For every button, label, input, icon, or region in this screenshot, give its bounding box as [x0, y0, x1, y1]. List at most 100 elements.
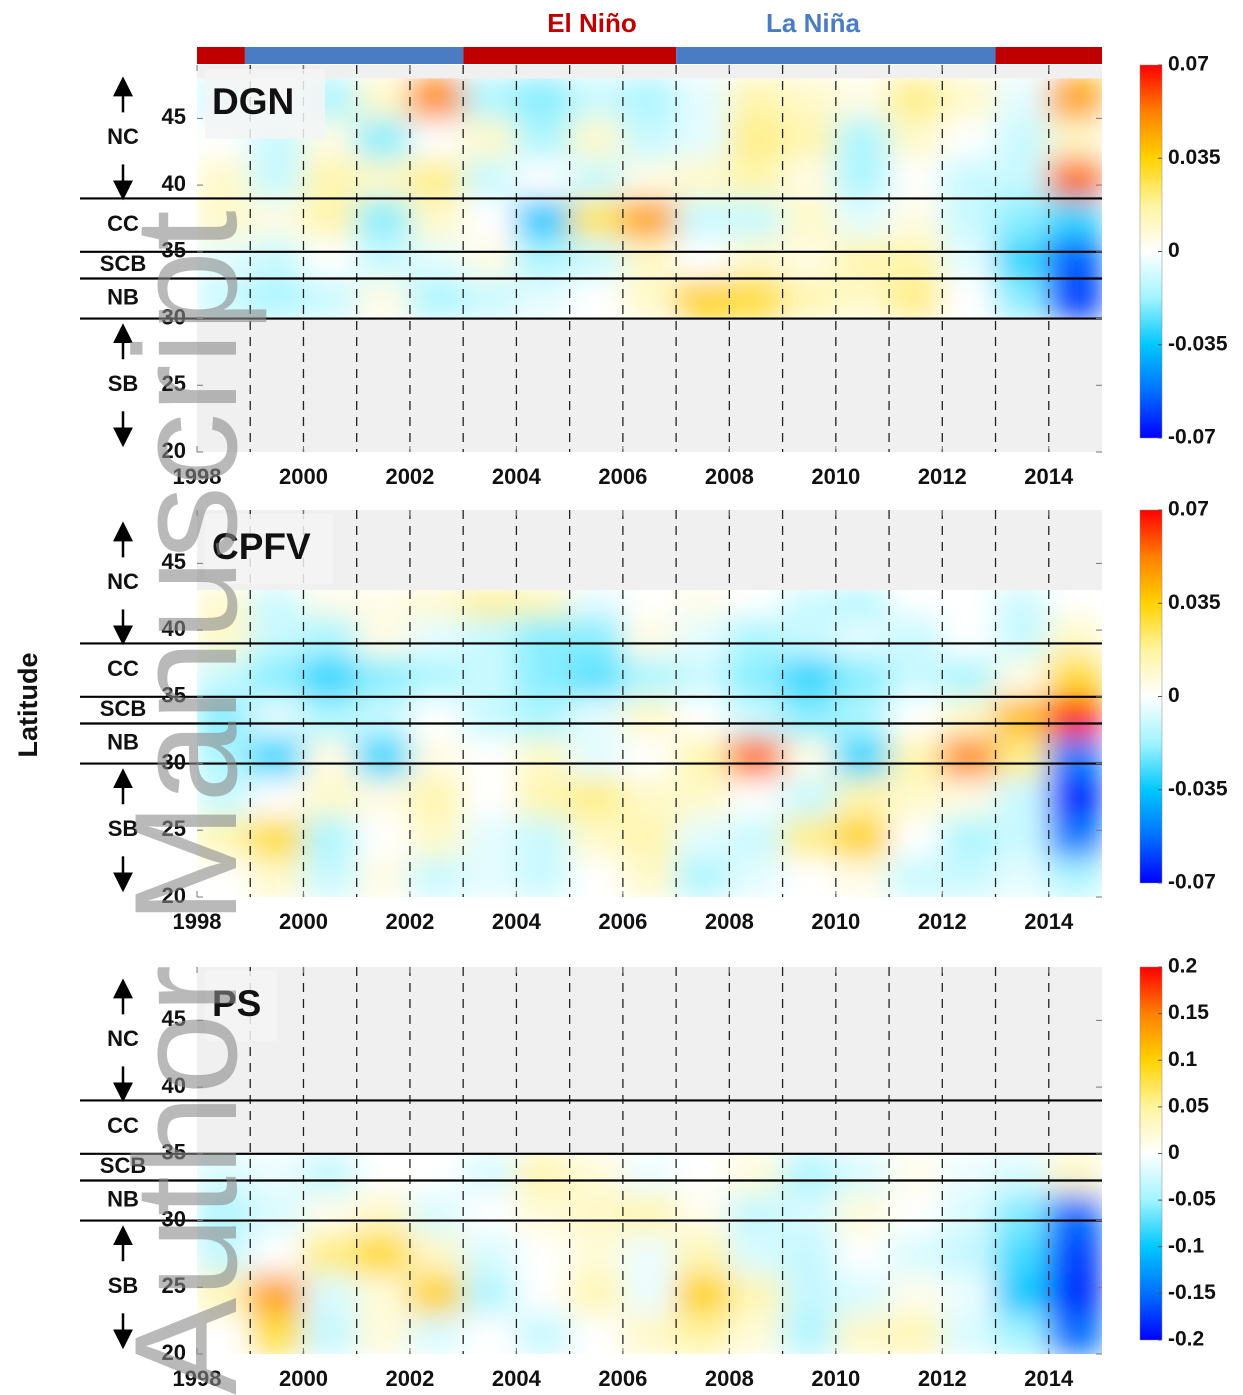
- region-label: SB: [108, 371, 139, 396]
- heatmap-cell: [782, 278, 837, 319]
- heatmap-cell: [1048, 78, 1102, 119]
- heatmap-cell: [622, 117, 677, 159]
- enso-period: [676, 47, 996, 64]
- heatmap-cell: [515, 78, 571, 119]
- heatmap-cell: [835, 197, 890, 239]
- heatmap-cell: [197, 1273, 251, 1315]
- heatmap-cell: [569, 1193, 624, 1235]
- heatmap-cell: [197, 590, 251, 618]
- heatmap-cell: [1048, 696, 1102, 738]
- heatmap-cell: [356, 856, 411, 897]
- heatmap-cell: [782, 1153, 837, 1195]
- heatmap-cell: [675, 1273, 730, 1315]
- region-label: CC: [107, 211, 139, 236]
- heatmap-cell: [197, 656, 251, 698]
- x-tick-label: 2012: [918, 464, 967, 489]
- heatmap-cell: [1048, 1313, 1102, 1355]
- x-tick-label: 2010: [811, 1366, 860, 1391]
- heatmap-cell: [569, 736, 624, 778]
- region-label: NB: [107, 1186, 139, 1211]
- heatmap-cell: [941, 278, 997, 319]
- heatmap-cell: [302, 616, 358, 658]
- heatmap-cell: [995, 1273, 1050, 1315]
- region-label: NC: [107, 124, 139, 149]
- heatmap-cell: [197, 816, 251, 858]
- heatmap-cell: [515, 237, 571, 280]
- heatmap-cell: [835, 656, 890, 698]
- heatmap-cell: [1048, 736, 1102, 778]
- heatmap-cell: [515, 1153, 571, 1195]
- heatmap-cell: [409, 78, 464, 119]
- heatmap-cell: [1048, 197, 1102, 239]
- x-tick-label: 2010: [811, 909, 860, 934]
- x-tick-label: 2008: [705, 909, 754, 934]
- colorbar-tick-label: 0.07: [1168, 498, 1209, 521]
- heatmap-cell: [622, 856, 677, 897]
- y-tick-label: 40: [162, 616, 186, 641]
- heatmap-cell: [356, 1273, 411, 1315]
- x-tick-label: 2012: [918, 1366, 967, 1391]
- heatmap-cell: [835, 78, 890, 119]
- heatmap-cell: [569, 278, 624, 319]
- colorbar-tick-label: 0.15: [1168, 1001, 1209, 1024]
- heatmap-cell: [622, 278, 677, 319]
- heatmap-cell: [249, 157, 304, 199]
- heatmap-cell: [941, 78, 997, 119]
- heatmap-cell: [995, 1313, 1050, 1355]
- region-label: SCB: [100, 696, 146, 721]
- heatmap-cell: [302, 197, 358, 239]
- heatmap-cell: [409, 1153, 464, 1195]
- heatmap-cell: [728, 1273, 784, 1315]
- heatmap-cell: [782, 696, 837, 738]
- heatmap-cell: [462, 278, 517, 319]
- heatmap-cell: [249, 616, 304, 658]
- heatmap-cell: [462, 616, 517, 658]
- heatmap-cell: [675, 278, 730, 319]
- heatmap-cell: [941, 816, 997, 858]
- heatmap-cell: [622, 1233, 677, 1275]
- heatmap-cell: [888, 278, 943, 319]
- heatmap-cell: [569, 1313, 624, 1355]
- heatmap-cell: [835, 237, 890, 280]
- x-tick-label: 1998: [173, 464, 222, 489]
- heatmap-cell: [249, 1273, 304, 1315]
- heatmap-cell: [515, 1193, 571, 1235]
- heatmap-cell: [569, 776, 624, 818]
- x-tick-label: 2004: [492, 464, 542, 489]
- heatmap-cell: [835, 1313, 890, 1355]
- x-tick-label: 2014: [1024, 1366, 1074, 1391]
- heatmap-cell: [888, 1233, 943, 1275]
- heatmap-cell: [515, 816, 571, 858]
- heatmap-cell: [888, 816, 943, 858]
- heatmap-cell: [675, 736, 730, 778]
- heatmap-cell: [782, 237, 837, 280]
- heatmap-cell: [356, 816, 411, 858]
- title-box: [205, 514, 333, 584]
- heatmap-cell: [675, 237, 730, 280]
- heatmap-cell: [409, 736, 464, 778]
- heatmap-cell: [835, 696, 890, 738]
- heatmap-cell: [356, 1233, 411, 1275]
- colorbar-tick-label: 0: [1168, 239, 1180, 262]
- x-tick-label: 2006: [598, 909, 647, 934]
- watermark: Author Manuscript: [104, 210, 267, 1395]
- title-box: [205, 971, 277, 1041]
- heatmap-cell: [569, 656, 624, 698]
- heatmap-cell: [782, 1233, 837, 1275]
- region-label: NB: [107, 284, 139, 309]
- heatmap-cell: [888, 197, 943, 239]
- y-tick-label: 30: [162, 749, 186, 774]
- heatmap-cell: [888, 1193, 943, 1235]
- heatmap-cell: [1048, 157, 1102, 199]
- heatmap-cell: [302, 1273, 358, 1315]
- heatmap: [197, 1153, 1102, 1355]
- region-label: NC: [107, 569, 139, 594]
- heatmap-cell: [835, 1153, 890, 1195]
- colorbar-tick-label: -0.1: [1168, 1234, 1205, 1257]
- heatmap-cell: [462, 237, 517, 280]
- heatmap-cell: [782, 1273, 837, 1315]
- x-tick-label: 2002: [385, 1366, 434, 1391]
- heatmap-cell: [1048, 590, 1102, 618]
- heatmap-cell: [835, 590, 890, 618]
- x-tick-label: 1998: [173, 1366, 222, 1391]
